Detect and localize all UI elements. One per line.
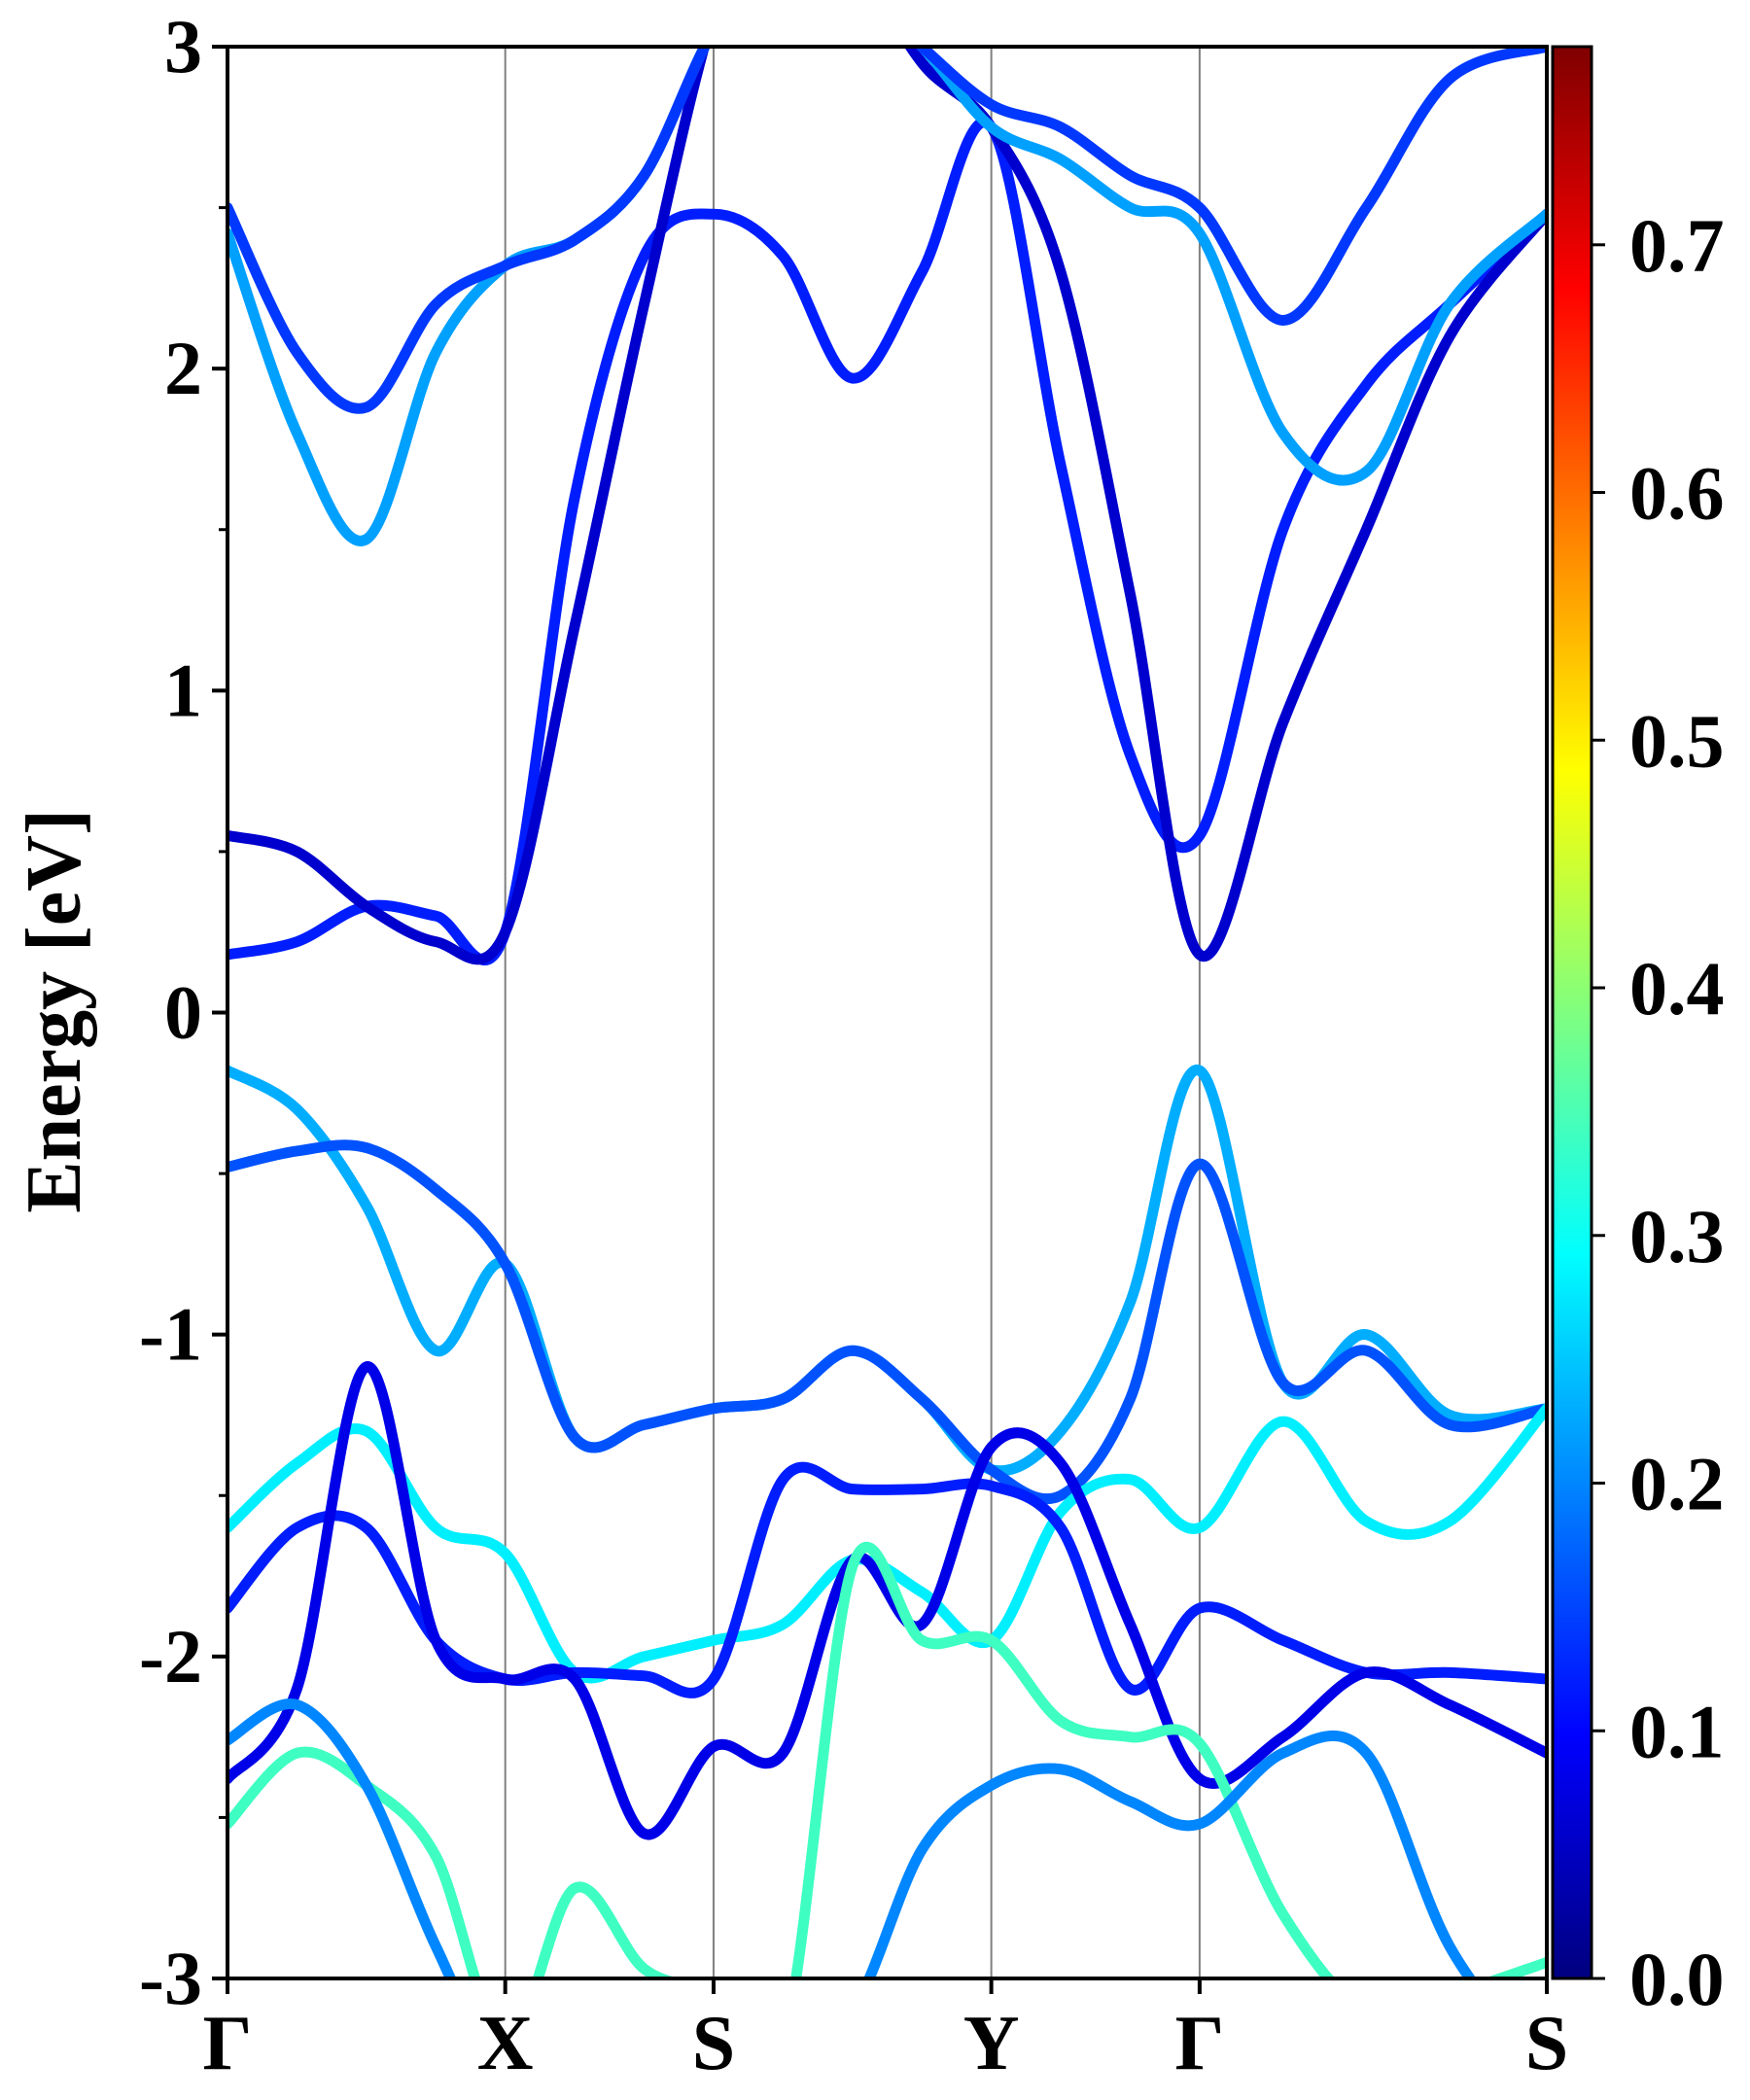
band-c1 (228, 117, 1547, 966)
band-v5 (228, 1361, 1547, 1840)
colorbar (1551, 45, 1593, 1980)
k-point-dividers (504, 47, 1201, 1978)
band-v3 (228, 1403, 1547, 1684)
y-tick-label: 3 (164, 4, 202, 88)
y-axis-title: Energy [eV] (12, 809, 97, 1212)
colorbar-tick-label: 0.7 (1629, 203, 1725, 288)
band-c4 (228, 47, 1547, 414)
colorbar-tick-label: 0.5 (1629, 698, 1725, 783)
k-point-label-2: S (692, 2001, 736, 2086)
colorbar-tick-label: 0.6 (1629, 451, 1725, 536)
y-tick-label: -1 (139, 1292, 202, 1377)
y-tick-label: 1 (164, 648, 202, 732)
y-tick-label: -2 (139, 1614, 202, 1698)
colorbar-tick-label: 0.4 (1629, 946, 1725, 1031)
colorbar-tick-label: 0.0 (1629, 1937, 1725, 2021)
y-tick-label: -3 (139, 1936, 202, 2020)
band-v2 (228, 1139, 1547, 1505)
y-tick-label: 0 (164, 970, 202, 1055)
k-point-label-0: Γ (203, 2001, 253, 2086)
band-v7 (228, 1698, 1477, 1978)
band-c2 (228, 47, 1547, 965)
colorbar-tick-label: 0.3 (1629, 1194, 1725, 1278)
band-v1 (228, 1065, 1547, 1477)
band-v6 (228, 1541, 1547, 1978)
k-point-label-1: X (477, 2001, 534, 2086)
y-tick-label: 2 (164, 326, 202, 410)
colorbar-tick-label: 0.1 (1629, 1689, 1725, 1773)
colorbar-tick-label: 0.2 (1629, 1442, 1725, 1526)
band-c3 (228, 47, 1547, 546)
band-lines (228, 47, 1547, 1978)
k-point-label-5: S (1525, 2001, 1569, 2086)
y-axis-ticks: -3 -2 -1 0 1 2 3 (139, 4, 228, 2020)
colorbar-ticks: 0.0 0.1 0.2 0.3 0.4 0.5 0.6 0.7 (1592, 203, 1725, 2021)
k-point-label-4: Γ (1174, 2001, 1224, 2086)
k-point-label-3: Y (963, 2001, 1020, 2086)
